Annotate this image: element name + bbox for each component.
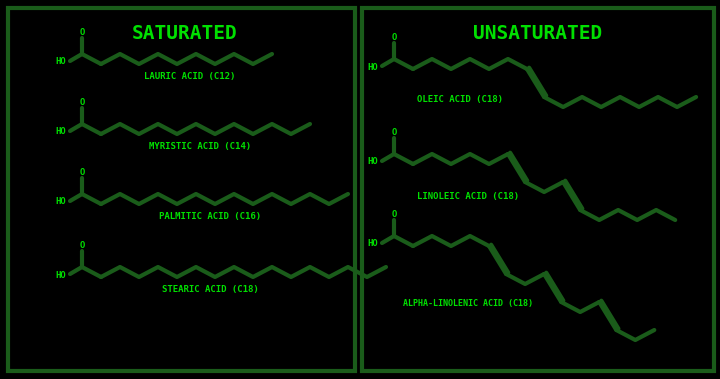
Text: O: O [79, 241, 85, 250]
Text: HO: HO [55, 127, 66, 136]
Text: OLEIC ACID (C18): OLEIC ACID (C18) [417, 95, 503, 104]
Text: O: O [391, 128, 397, 137]
Text: ALPHA-LINOLENIC ACID (C18): ALPHA-LINOLENIC ACID (C18) [403, 299, 533, 308]
Text: LAURIC ACID (C12): LAURIC ACID (C12) [144, 72, 235, 81]
Text: HO: HO [367, 63, 378, 72]
Text: O: O [391, 210, 397, 219]
Text: HO: HO [55, 58, 66, 66]
Text: LINOLEIC ACID (C18): LINOLEIC ACID (C18) [417, 192, 519, 201]
Text: MYRISTIC ACID (C14): MYRISTIC ACID (C14) [149, 142, 251, 151]
Text: UNSATURATED: UNSATURATED [473, 24, 603, 43]
Text: SATURATED: SATURATED [132, 24, 238, 43]
Text: O: O [79, 28, 85, 37]
Text: O: O [79, 98, 85, 107]
Text: HO: HO [55, 197, 66, 207]
Text: HO: HO [55, 271, 66, 279]
Text: STEARIC ACID (C18): STEARIC ACID (C18) [161, 285, 258, 294]
Text: HO: HO [367, 158, 378, 166]
Text: PALMITIC ACID (C16): PALMITIC ACID (C16) [159, 212, 261, 221]
Text: O: O [391, 33, 397, 42]
Text: O: O [79, 168, 85, 177]
Text: HO: HO [367, 240, 378, 249]
